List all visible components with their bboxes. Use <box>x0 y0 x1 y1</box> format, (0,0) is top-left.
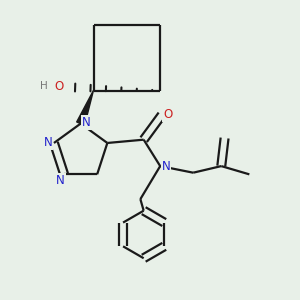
Text: N: N <box>162 160 170 172</box>
Text: N: N <box>44 136 52 149</box>
Text: N: N <box>82 116 91 129</box>
Text: O: O <box>55 80 64 93</box>
Polygon shape <box>77 90 94 125</box>
Text: N: N <box>56 174 64 187</box>
Text: H: H <box>40 81 48 91</box>
Text: O: O <box>163 108 172 121</box>
